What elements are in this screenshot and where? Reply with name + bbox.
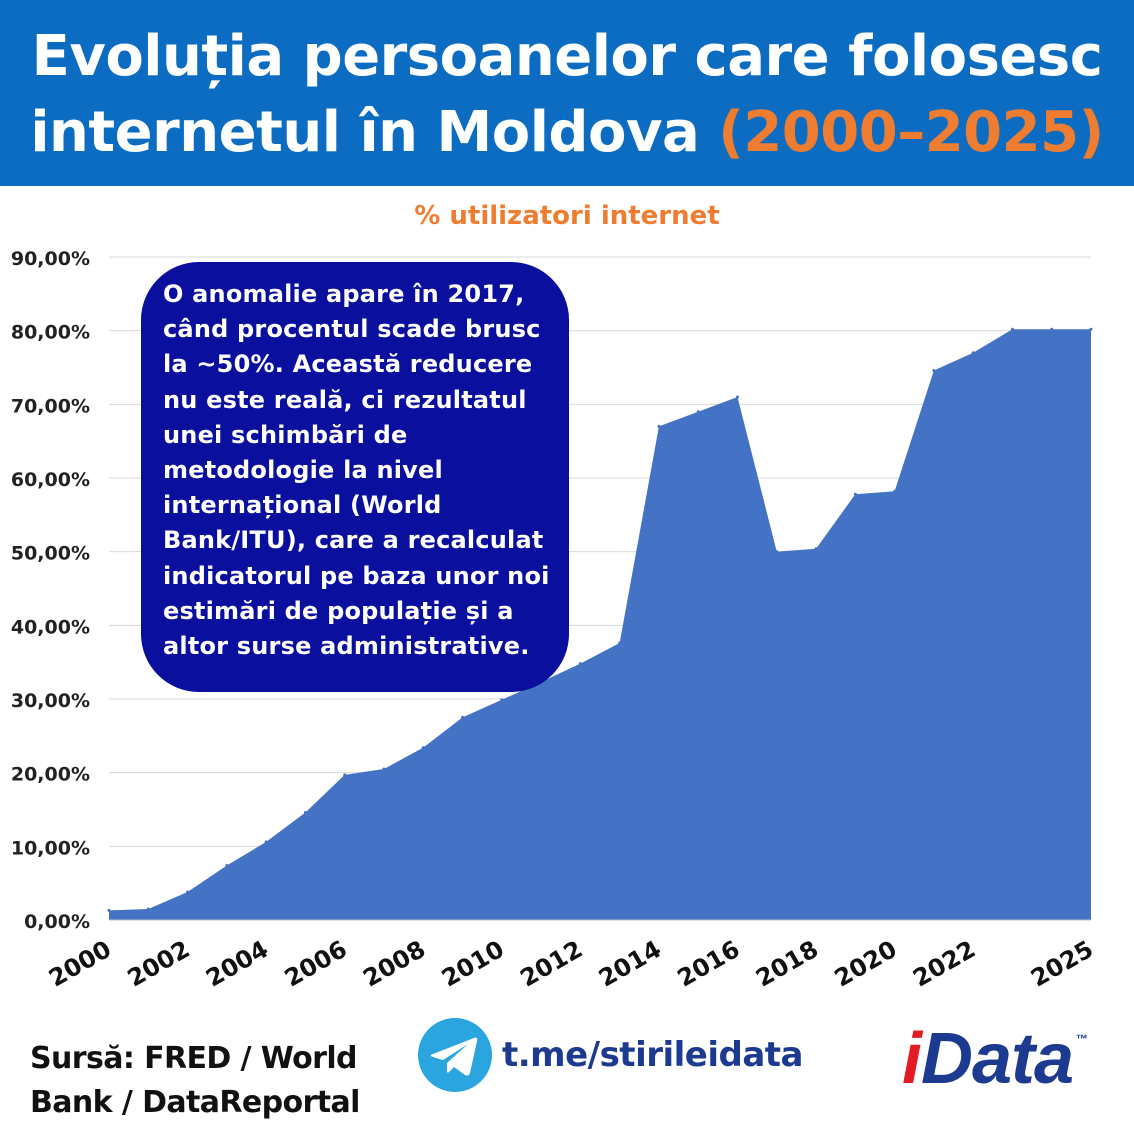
data-point: [461, 715, 465, 719]
data-point: [186, 890, 190, 894]
data-point: [343, 773, 347, 777]
annotation-box: O anomalie apare în 2017, când procentul…: [141, 262, 569, 692]
y-tick-label: 10,00%: [11, 837, 90, 859]
x-tick-label: 2008: [358, 935, 430, 993]
title-banner: Evoluția persoanelor care folosesc inter…: [0, 0, 1134, 186]
x-tick-label: 2014: [594, 935, 666, 993]
data-point: [618, 641, 622, 645]
y-tick-label: 0,00%: [24, 911, 90, 933]
x-tick-label: 2016: [673, 935, 745, 993]
page-title-location: internetul în Moldova: [30, 100, 719, 165]
data-point: [775, 550, 779, 554]
chart-subtitle: % utilizatori internet: [414, 201, 720, 231]
data-point: [264, 840, 268, 844]
data-point: [853, 492, 857, 496]
data-point: [971, 351, 975, 355]
data-point: [1089, 327, 1093, 331]
svg-text:iData: iData: [902, 1019, 1073, 1099]
telegram-icon[interactable]: [418, 1018, 492, 1092]
y-tick-label: 80,00%: [11, 322, 90, 344]
page-title-line-1: Evoluția persoanelor care folosesc: [31, 24, 1103, 89]
data-point: [382, 767, 386, 771]
data-point: [932, 368, 936, 372]
y-tick-label: 90,00%: [11, 248, 90, 270]
x-tick-label: 2010: [437, 935, 509, 993]
svg-text:™: ™: [1076, 1032, 1088, 1046]
y-tick-label: 70,00%: [11, 395, 90, 417]
data-point: [303, 810, 307, 814]
x-tick-label: 2002: [123, 935, 195, 993]
x-tick-label: 2020: [830, 935, 902, 993]
x-tick-label: 2025: [1026, 935, 1098, 993]
data-point: [1010, 327, 1014, 331]
data-point: [146, 907, 150, 911]
data-point: [107, 908, 111, 912]
page-title-years: (2000–2025): [718, 100, 1104, 165]
y-tick-label: 60,00%: [11, 469, 90, 491]
x-tick-label: 2000: [44, 935, 116, 993]
x-tick-label: 2022: [908, 935, 980, 993]
data-point: [578, 662, 582, 666]
x-tick-label: 2018: [751, 935, 823, 993]
y-tick-label: 50,00%: [11, 543, 90, 565]
x-tick-label: 2012: [516, 935, 588, 993]
page-title-line-2: internetul în Moldova (2000–2025): [0, 98, 1134, 168]
y-tick-label: 20,00%: [11, 764, 90, 786]
data-point: [735, 395, 739, 399]
data-point: [893, 489, 897, 493]
y-tick-label: 40,00%: [11, 616, 90, 638]
telegram-link[interactable]: t.me/stirileidata: [502, 1035, 804, 1075]
data-point: [657, 424, 661, 428]
data-point: [1050, 327, 1054, 331]
data-point: [814, 547, 818, 551]
data-point: [225, 863, 229, 867]
idata-logo: iData ™: [902, 1019, 1088, 1099]
source-text: Sursă: FRED / World Bank / DataReportal: [30, 1041, 360, 1120]
data-point: [696, 410, 700, 414]
data-point: [500, 698, 504, 702]
data-point: [421, 746, 425, 750]
x-tick-label: 2004: [201, 935, 273, 993]
x-tick-label: 2006: [280, 935, 352, 993]
y-tick-label: 30,00%: [11, 690, 90, 712]
series-area: [109, 329, 1091, 920]
